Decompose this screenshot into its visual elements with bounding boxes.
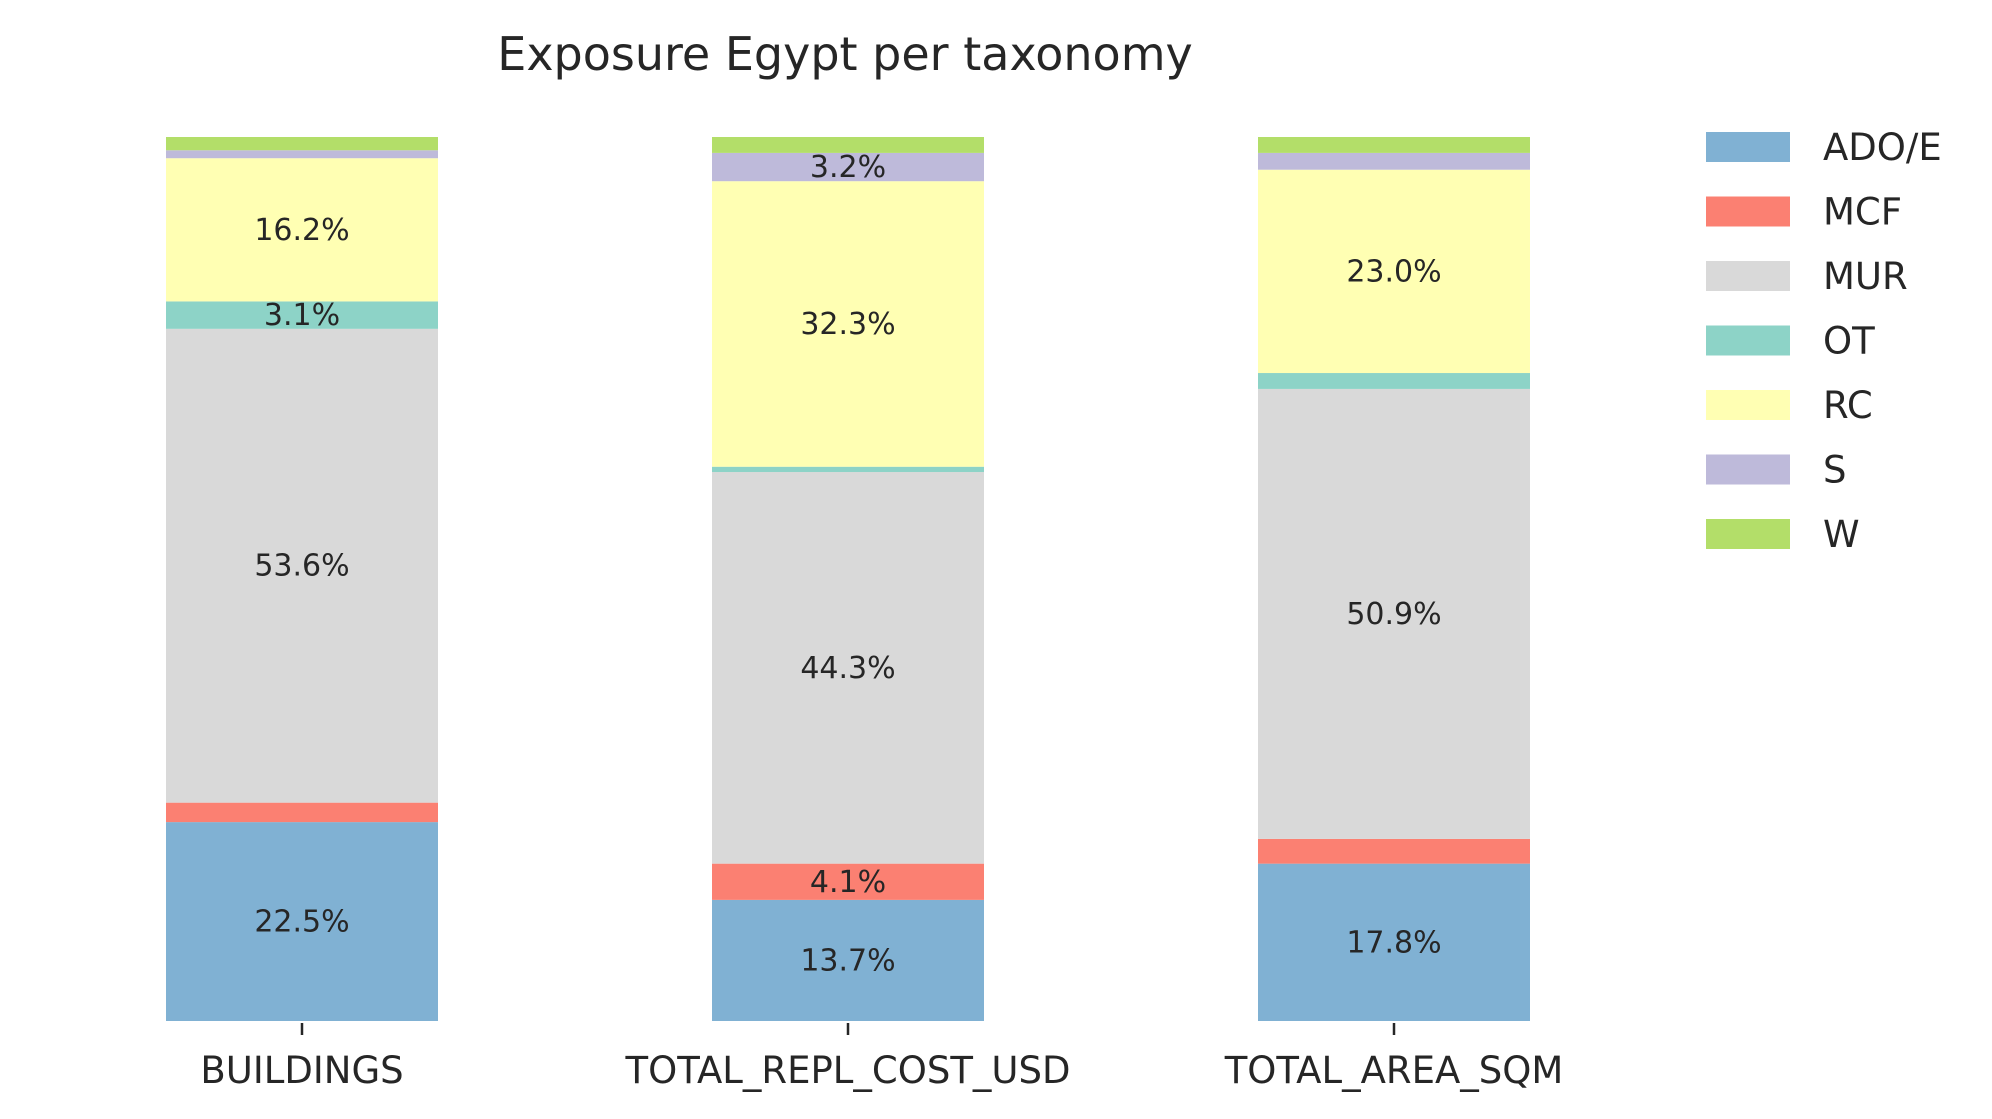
legend-label: W	[1823, 513, 1860, 556]
data-label: 4.1%	[810, 865, 886, 900]
data-label: 16.2%	[254, 213, 349, 248]
data-label: 23.0%	[1346, 254, 1441, 289]
legend-label: MUR	[1823, 255, 1908, 298]
x-axis: BUILDINGS TOTAL_REPL_COST_USD TOTAL_AREA_S…	[200, 1023, 1563, 1092]
data-label: 17.8%	[1346, 925, 1441, 960]
bar-segment-buildings-rc	[166, 158, 438, 302]
data-labels-group: 22.5% 53.6% 3.1% 16.2% 13.7% 4.1% 44.3% 32.3% 3.…	[254, 150, 1441, 978]
data-label: 22.5%	[254, 905, 349, 940]
x-tick-label: TOTAL_REPL_COST_USD	[625, 1049, 1071, 1092]
bar-segment-total-repl-cost-usd-mur	[712, 472, 984, 864]
legend-swatch-s	[1706, 454, 1790, 485]
bar-segment-buildings-ot	[166, 301, 438, 329]
data-label: 3.2%	[810, 150, 886, 185]
bar-segment-buildings-mcf	[166, 802, 438, 823]
legend-swatch-mur	[1706, 261, 1790, 291]
bar-segment-total-repl-cost-usd-s	[712, 152, 984, 182]
bar-segment-buildings-ado-e	[166, 822, 438, 1021]
bar-segment-total-repl-cost-usd-w	[712, 137, 984, 153]
bar-segment-total-area-sqm-s	[1258, 152, 1530, 170]
data-label: 53.6%	[254, 549, 349, 584]
legend-swatch-rc	[1706, 390, 1790, 420]
bar-segment-buildings-w	[166, 137, 438, 151]
legend-label: RC	[1823, 384, 1873, 427]
bar-segment-total-repl-cost-usd-ado-e	[712, 899, 984, 1021]
bar-segment-total-area-sqm-ot	[1258, 373, 1530, 389]
data-label: 50.9%	[1346, 597, 1441, 632]
x-tick-label: BUILDINGS	[200, 1049, 403, 1092]
legend-label: OT	[1823, 320, 1875, 363]
legend-swatch-mcf	[1706, 196, 1790, 227]
bar-segment-total-repl-cost-usd-ot	[712, 466, 984, 473]
legend-label: MCF	[1823, 191, 1902, 234]
legend-swatch-ot	[1706, 325, 1790, 356]
legend-swatch-ado-e	[1706, 132, 1790, 162]
bar-segment-buildings-s	[166, 150, 438, 159]
bar-segment-total-area-sqm-mcf	[1258, 838, 1530, 864]
data-label: 32.3%	[800, 307, 895, 342]
data-label: 3.1%	[264, 298, 340, 333]
legend-label: ADO/E	[1823, 126, 1942, 169]
bar-segment-total-repl-cost-usd-rc	[712, 181, 984, 467]
chart-title: Exposure Egypt per taxonomy	[497, 27, 1192, 81]
x-tick-label: TOTAL_AREA_SQM	[1224, 1049, 1564, 1092]
bar-segment-total-area-sqm-ado-e	[1258, 863, 1530, 1021]
bar-segment-buildings-mur	[166, 328, 438, 803]
legend-swatch-w	[1706, 519, 1790, 549]
data-label: 13.7%	[800, 943, 895, 978]
bar-segment-total-area-sqm-rc	[1258, 169, 1530, 374]
bar-segment-total-area-sqm-w	[1258, 137, 1530, 153]
bar-segment-total-repl-cost-usd-mcf	[712, 863, 984, 900]
bar-segment-total-area-sqm-mur	[1258, 388, 1530, 839]
data-label: 44.3%	[800, 651, 895, 686]
bars-group	[166, 137, 1530, 1021]
legend-label: S	[1823, 449, 1847, 492]
legend: ADO/E MCF MUR OT RC SW	[1706, 126, 1942, 556]
